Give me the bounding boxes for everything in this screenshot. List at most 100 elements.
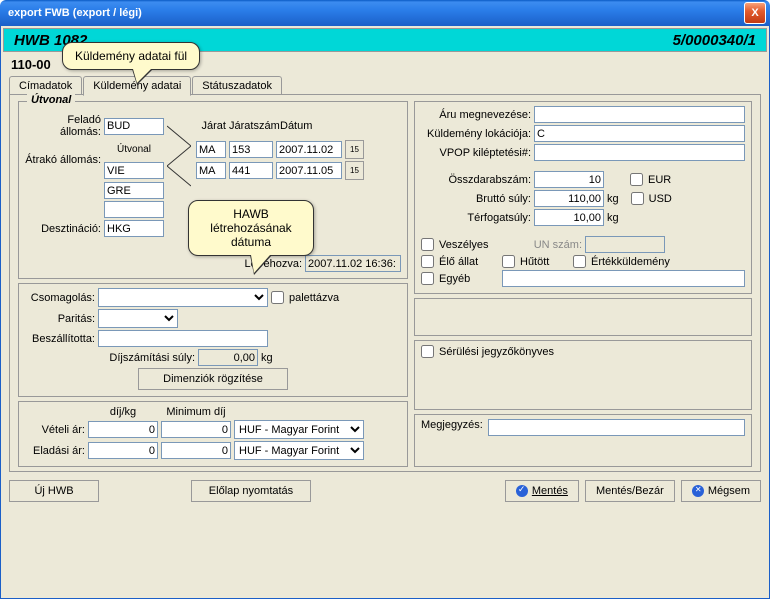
label-elad: Eladási ár: [25, 445, 85, 457]
egyeb-input[interactable] [502, 270, 745, 287]
label-damage: Sérülési jegyzőkönyves [439, 346, 554, 358]
label-dijsuly: Díjszámítási súly: [25, 352, 195, 364]
label-ertek: Értékküldemény [591, 256, 670, 268]
damage-check[interactable] [421, 345, 434, 358]
vpop-input[interactable] [534, 144, 745, 161]
usd-check[interactable] [631, 192, 644, 205]
label-usd: USD [649, 193, 672, 205]
deszt-input[interactable] [104, 220, 164, 237]
bottom-bar: Új HWB Előlap nyomtatás Mentés Mentés/Be… [1, 476, 769, 506]
hut-check[interactable] [502, 255, 515, 268]
route-title: Útvonal [27, 94, 75, 106]
doc-number: 5/0000340/1 [673, 32, 756, 49]
letrehozva-field [305, 255, 401, 272]
titlebar: export FWB (export / légi) X [0, 0, 770, 26]
callout-tab: Küldemény adatai fül [62, 42, 200, 70]
ujhwb-button[interactable]: Új HWB [9, 480, 99, 502]
atrako-1[interactable] [104, 162, 164, 179]
label-deszt: Desztináció: [25, 223, 101, 235]
label-ossz: Összdarabszám: [421, 174, 531, 186]
goods-group: Áru megnevezése: Küldemény lokációja: VP… [414, 101, 752, 294]
label-csomag: Csomagolás: [25, 292, 95, 304]
tab-bar: Címadatok Küldemény adatai Státuszadatok [9, 76, 761, 95]
note-input[interactable] [488, 419, 745, 436]
window-title: export FWB (export / légi) [4, 7, 744, 19]
label-atrako: Átrakó állomás: [25, 154, 101, 166]
label-vesz: Veszélyes [439, 239, 499, 251]
mentes-button[interactable]: Mentés [505, 480, 579, 502]
label-terfog: Térfogatsúly: [421, 212, 531, 224]
label-utvonal: Útvonal [104, 144, 164, 155]
callout-date: HAWB létrehozásának dátuma [188, 200, 314, 256]
label-datum: Dátum [280, 120, 338, 132]
paritas-select[interactable] [98, 309, 178, 328]
label-vetel: Vételi ár: [25, 424, 85, 436]
label-kg2: kg [607, 193, 619, 205]
label-note: Megjegyzés: [421, 419, 485, 431]
un-input [585, 236, 665, 253]
datum-1[interactable] [276, 141, 342, 158]
elolap-button[interactable]: Előlap nyomtatás [191, 480, 311, 502]
megnev-input[interactable] [534, 106, 745, 123]
label-kg3: kg [607, 212, 619, 224]
jaratszam-2[interactable] [229, 162, 273, 179]
brutto-input[interactable] [534, 190, 604, 207]
egyeb-check[interactable] [421, 272, 434, 285]
terfog-input[interactable] [534, 209, 604, 226]
note-group: Megjegyzés: [414, 414, 752, 467]
vetel-currency[interactable]: HUF - Magyar Forint [234, 420, 364, 439]
pallet-check[interactable] [271, 291, 284, 304]
ertek-check[interactable] [573, 255, 586, 268]
spacer-group [414, 298, 752, 336]
mentesbezar-button[interactable]: Mentés/Bezár [585, 480, 675, 502]
label-jarat: Járat [196, 120, 226, 132]
label-un: UN szám: [502, 239, 582, 251]
elo-check[interactable] [421, 255, 434, 268]
tab-cimadatok[interactable]: Címadatok [9, 76, 82, 95]
beszall-input[interactable] [98, 330, 268, 347]
check-icon [516, 485, 528, 497]
label-beszall: Beszállította: [25, 333, 95, 345]
dim-button[interactable]: Dimenziók rögzítése [138, 368, 288, 390]
label-elo: Élő állat [439, 256, 499, 268]
lok-input[interactable] [534, 125, 745, 142]
label-paritas: Paritás: [25, 313, 95, 325]
price-group: díj/kg Minimum díj Vételi ár: HUF - Magy… [18, 401, 408, 467]
jaratszam-1[interactable] [229, 141, 273, 158]
tab-statusz[interactable]: Státuszadatok [192, 76, 282, 95]
cancel-icon [692, 485, 704, 497]
label-mindij: Minimum díj [161, 406, 231, 418]
label-vpop: VPOP kiléptetési#: [421, 147, 531, 159]
label-kg: kg [261, 352, 273, 364]
label-dijkg: díj/kg [88, 406, 158, 418]
close-icon[interactable]: X [744, 2, 766, 24]
eur-check[interactable] [630, 173, 643, 186]
atrako-2[interactable] [104, 182, 164, 199]
label-megnev: Áru megnevezése: [421, 109, 531, 121]
label-felado: Feladó állomás: [25, 114, 101, 138]
label-brutto: Bruttó súly: [421, 193, 531, 205]
label-pallet: palettázva [289, 292, 339, 304]
vetel-min[interactable] [161, 421, 231, 438]
elad-dij[interactable] [88, 442, 158, 459]
jarat-2[interactable] [196, 162, 226, 179]
ossz-input[interactable] [534, 171, 604, 188]
jarat-1[interactable] [196, 141, 226, 158]
atrako-3[interactable] [104, 201, 164, 218]
calendar-icon-1[interactable]: 15 [345, 140, 364, 159]
vetel-dij[interactable] [88, 421, 158, 438]
label-lok: Küldemény lokációja: [421, 128, 531, 140]
elad-min[interactable] [161, 442, 231, 459]
damage-group: Sérülési jegyzőkönyves [414, 340, 752, 410]
vesz-check[interactable] [421, 238, 434, 251]
dijsuly-field [198, 349, 258, 366]
label-hut: Hűtött [520, 256, 570, 268]
elad-currency[interactable]: HUF - Magyar Forint [234, 441, 364, 460]
datum-2[interactable] [276, 162, 342, 179]
calendar-icon-2[interactable]: 15 [345, 161, 364, 180]
megsem-button[interactable]: Mégsem [681, 480, 761, 502]
label-egyeb: Egyéb [439, 273, 499, 285]
csomag-select[interactable] [98, 288, 268, 307]
label-eur: EUR [648, 174, 671, 186]
felado-input[interactable] [104, 118, 164, 135]
